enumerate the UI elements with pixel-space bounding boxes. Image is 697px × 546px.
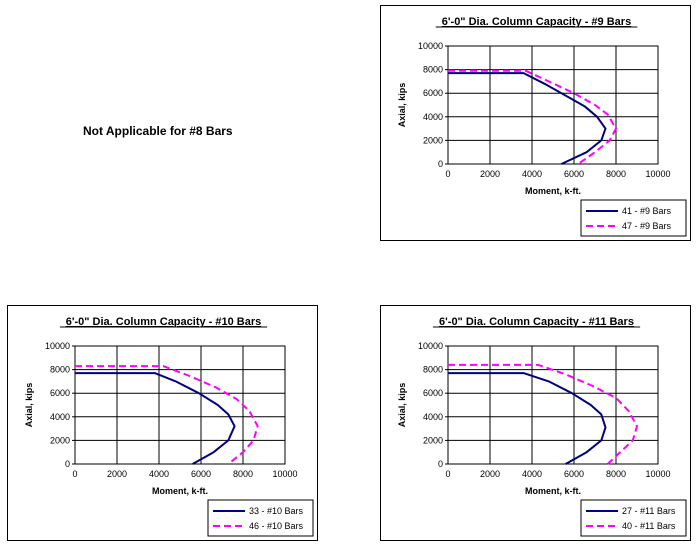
x-tick-label: 6000 xyxy=(564,169,584,179)
legend-box xyxy=(207,499,314,537)
x-tick-label: 6000 xyxy=(564,469,584,479)
x-tick-label: 0 xyxy=(72,469,77,479)
legend-label: 33 - #10 Bars xyxy=(249,506,304,516)
x-tick-label: 10000 xyxy=(645,469,670,479)
chart-svg: 6'-0" Dia. Column Capacity - #10 Bars 0 20… xyxy=(24,316,314,537)
chart-title: 6'-0" Dia. Column Capacity - #11 Bars xyxy=(439,316,634,328)
chart-panel-9-bars: 6'-0" Dia. Column Capacity - #9 Bars 0 200… xyxy=(380,5,691,241)
series-line-0 xyxy=(75,372,236,465)
x-tick-label: 8000 xyxy=(606,469,626,479)
chart-svg: 6'-0" Dia. Column Capacity - #9 Bars 0 200… xyxy=(397,16,687,237)
y-axis-label: Axial, kips xyxy=(397,83,407,128)
series-line-1 xyxy=(448,69,617,165)
not-applicable-note: Not Applicable for #8 Bars xyxy=(83,124,233,138)
y-tick-label: 0 xyxy=(65,459,70,469)
legend-label: 41 - #9 Bars xyxy=(622,206,672,216)
y-tick-label: 6000 xyxy=(423,388,443,398)
x-tick-label: 10000 xyxy=(272,469,297,479)
x-tick-label: 4000 xyxy=(522,469,542,479)
x-tick-label: 10000 xyxy=(645,169,670,179)
chart-svg: 6'-0" Dia. Column Capacity - #11 Bars 0 20… xyxy=(397,316,687,537)
y-tick-label: 4000 xyxy=(50,412,70,422)
legend-box xyxy=(580,199,687,237)
x-axis-label: Moment, k-ft. xyxy=(525,486,581,496)
series-line-0 xyxy=(448,372,607,465)
legend-label: 40 - #11 Bars xyxy=(622,521,676,531)
y-tick-label: 0 xyxy=(438,159,443,169)
plot-area xyxy=(74,345,286,465)
series-line-1 xyxy=(448,363,638,465)
y-tick-label: 6000 xyxy=(423,88,443,98)
x-tick-label: 8000 xyxy=(233,469,253,479)
y-tick-label: 0 xyxy=(438,459,443,469)
x-tick-label: 0 xyxy=(445,469,450,479)
x-tick-label: 2000 xyxy=(107,469,127,479)
chart-panel-11-bars: 6'-0" Dia. Column Capacity - #11 Bars 0 20… xyxy=(380,305,691,541)
y-axis-label: Axial, kips xyxy=(397,383,407,428)
y-tick-label: 8000 xyxy=(423,365,443,375)
x-tick-label: 2000 xyxy=(480,169,500,179)
chart-title: 6'-0" Dia. Column Capacity - #10 Bars xyxy=(66,316,262,328)
y-tick-label: 2000 xyxy=(423,135,443,145)
legend-label: 47 - #9 Bars xyxy=(622,221,672,231)
x-tick-label: 0 xyxy=(445,169,450,179)
legend-box xyxy=(580,499,687,537)
y-tick-label: 10000 xyxy=(45,341,70,351)
y-axis-label: Axial, kips xyxy=(24,383,34,428)
legend-label: 46 - #10 Bars xyxy=(249,521,304,531)
y-tick-label: 2000 xyxy=(423,435,443,445)
y-tick-label: 4000 xyxy=(423,112,443,122)
chart-title: 6'-0" Dia. Column Capacity - #9 Bars xyxy=(442,16,631,28)
y-tick-label: 10000 xyxy=(418,341,443,351)
y-tick-label: 6000 xyxy=(50,388,70,398)
series-line-1 xyxy=(75,365,259,465)
x-tick-label: 6000 xyxy=(191,469,211,479)
chart-panel-10-bars: 6'-0" Dia. Column Capacity - #10 Bars 0 20… xyxy=(7,305,318,541)
y-tick-label: 2000 xyxy=(50,435,70,445)
y-tick-label: 10000 xyxy=(418,41,443,51)
x-tick-label: 4000 xyxy=(149,469,169,479)
legend-label: 27 - #11 Bars xyxy=(622,506,676,516)
x-tick-label: 8000 xyxy=(606,169,626,179)
series-line-0 xyxy=(448,72,607,165)
y-tick-label: 8000 xyxy=(423,65,443,75)
x-tick-label: 4000 xyxy=(522,169,542,179)
x-axis-label: Moment, k-ft. xyxy=(525,186,581,196)
plot-area xyxy=(447,45,659,165)
x-axis-label: Moment, k-ft. xyxy=(152,486,208,496)
x-tick-label: 2000 xyxy=(480,469,500,479)
y-tick-label: 4000 xyxy=(423,412,443,422)
y-tick-label: 8000 xyxy=(50,365,70,375)
